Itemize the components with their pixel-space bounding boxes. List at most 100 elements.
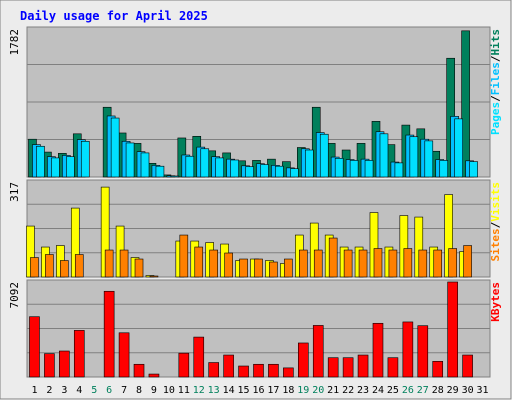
x-tick-label-day-3: 3	[61, 385, 67, 396]
bar-pages-day-16	[260, 164, 269, 178]
bar-sites-day-23	[358, 249, 368, 278]
y-max-label-volume: 7092	[8, 282, 21, 309]
bar-sites-day-25	[388, 249, 398, 278]
bar-pages-day-10	[170, 175, 180, 178]
x-tick-label-day-26: 26	[402, 385, 414, 396]
bar-kbytes-day-27	[417, 325, 429, 378]
x-tick-label-day-1: 1	[31, 385, 37, 396]
bar-sites-day-24	[373, 248, 383, 278]
bar-pages-day-12	[200, 148, 210, 178]
bar-kbytes-day-20	[312, 325, 324, 378]
bar-kbytes-day-1	[29, 316, 40, 378]
bar-sites-day-12	[194, 246, 204, 278]
bar-sites-day-16	[254, 258, 263, 278]
x-tick-label-day-20: 20	[312, 385, 324, 396]
bar-kbytes-day-28	[432, 361, 444, 378]
bar-kbytes-day-24	[372, 322, 384, 378]
bar-kbytes-day-3	[59, 350, 70, 378]
bar-kbytes-day-16	[253, 363, 264, 378]
side-legend-visitors: Sites/Visits	[489, 182, 502, 262]
legend-separator: /	[489, 95, 502, 102]
legend-visits: Visits	[489, 182, 502, 222]
x-tick-label-day-9: 9	[151, 385, 157, 396]
legend-hits: Hits	[489, 29, 502, 56]
bar-pages-day-9	[155, 165, 165, 178]
bar-pages-day-23	[364, 160, 374, 178]
x-tick-label-day-29: 29	[447, 385, 459, 396]
bar-kbytes-day-29	[447, 281, 458, 378]
legend-pages: Pages	[489, 102, 502, 135]
x-tick-label-day-22: 22	[342, 385, 354, 396]
x-tick-label-day-7: 7	[121, 385, 127, 396]
bar-sites-day-2	[45, 254, 54, 278]
bar-pages-day-13	[215, 157, 224, 178]
legend-sites: Sites	[489, 228, 502, 261]
bar-sites-day-17	[269, 261, 278, 278]
x-tick-label-day-24: 24	[372, 385, 384, 396]
bar-kbytes-day-7	[118, 332, 130, 378]
bar-kbytes-day-23	[357, 354, 369, 378]
bar-pages-day-11	[185, 155, 195, 178]
bar-pages-day-21	[334, 158, 344, 178]
bar-pages-day-14	[230, 159, 239, 178]
bar-kbytes-day-4	[73, 330, 85, 378]
bar-kbytes-day-2	[44, 353, 55, 378]
bar-sites-day-3	[60, 260, 69, 278]
bar-sites-day-11	[179, 234, 189, 278]
x-tick-label-day-19: 19	[297, 385, 309, 396]
legend-kbytes: KBytes	[489, 282, 502, 322]
bar-sites-day-7	[119, 249, 129, 278]
bar-sites-day-19	[299, 249, 308, 278]
bar-kbytes-day-9	[148, 373, 160, 378]
bar-kbytes-day-22	[342, 357, 354, 378]
bar-pages-day-22	[349, 160, 359, 178]
x-tick-label-day-2: 2	[46, 385, 52, 396]
legend-separator: /	[489, 55, 502, 62]
bar-sites-day-14	[224, 252, 233, 278]
bar-pages-day-6	[110, 117, 120, 178]
bar-kbytes-day-8	[133, 363, 145, 378]
x-tick-label-day-21: 21	[327, 385, 339, 396]
bar-sites-day-28	[433, 249, 443, 278]
bar-kbytes-day-17	[268, 363, 279, 378]
bar-sites-day-13	[209, 249, 218, 278]
bar-kbytes-day-14	[223, 354, 234, 378]
bar-sites-day-20	[313, 249, 323, 278]
bar-kbytes-day-26	[402, 321, 414, 378]
bar-sites-day-26	[403, 248, 413, 278]
legend-files: Files	[489, 62, 502, 95]
x-tick-label-day-5: 5	[91, 385, 97, 396]
x-tick-label-day-27: 27	[417, 385, 429, 396]
x-axis-labels: 1 2 3 4 5 6 7 8 9 10 11 12 13 14 15 16 17 18 19 20 21 22 23 24 2…	[31, 385, 488, 396]
bar-sites-day-15	[239, 258, 248, 278]
y-max-label-traffic: 1782	[8, 29, 21, 56]
side-legend-traffic: Pages/Files/Hits	[489, 29, 502, 135]
bar-pages-day-27	[424, 140, 434, 178]
x-tick-label-day-28: 28	[432, 385, 444, 396]
x-tick-label-day-30: 30	[462, 385, 474, 396]
bar-pages-day-19	[305, 149, 314, 178]
bar-pages-day-28	[439, 160, 449, 178]
x-tick-label-day-6: 6	[106, 385, 112, 396]
bar-pages-day-24	[379, 133, 389, 178]
bar-kbytes-day-18	[283, 367, 294, 378]
bar-pages-day-18	[290, 168, 299, 178]
x-tick-label-day-4: 4	[76, 385, 82, 396]
bar-sites-day-27	[418, 249, 428, 278]
bar-sites-day-8	[134, 258, 144, 278]
x-tick-label-day-18: 18	[282, 385, 294, 396]
x-tick-label-day-14: 14	[223, 385, 235, 396]
bar-pages-day-20	[319, 133, 329, 178]
bar-pages-day-29	[454, 118, 463, 178]
x-tick-label-day-31: 31	[477, 385, 489, 396]
bar-kbytes-day-30	[462, 354, 473, 378]
bar-pages-day-25	[394, 162, 404, 178]
x-tick-label-day-15: 15	[238, 385, 250, 396]
bar-sites-day-9	[149, 275, 159, 278]
bar-kbytes-day-6	[103, 290, 115, 378]
y-max-label-visitors: 317	[8, 182, 21, 202]
bar-pages-day-30	[469, 161, 478, 178]
bar-pages-day-17	[275, 165, 284, 178]
